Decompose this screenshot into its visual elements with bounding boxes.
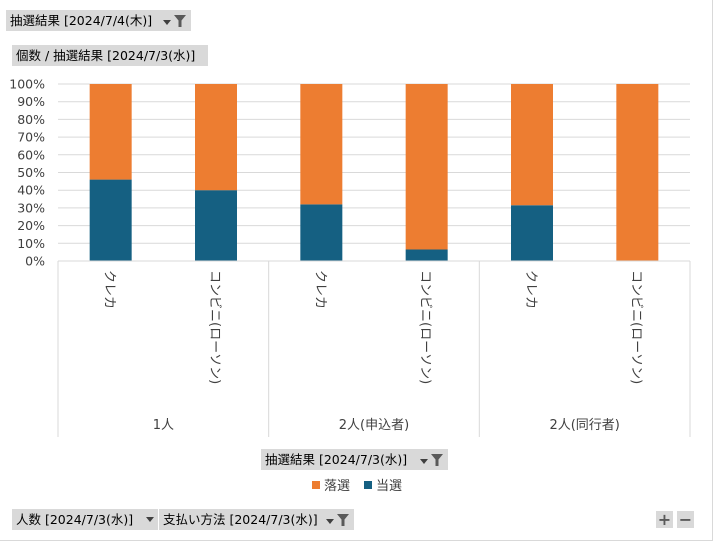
x-group-label: 2人(同行者) bbox=[549, 418, 619, 433]
legend-label-rakusen: 落選 bbox=[323, 479, 350, 494]
y-tick-label: 100% bbox=[9, 77, 45, 92]
y-tick-label: 0% bbox=[25, 254, 45, 269]
bar-segment-tousen-3[interactable] bbox=[405, 249, 448, 261]
y-tick-label: 90% bbox=[17, 94, 45, 109]
value-field-button[interactable]: 個数 / 抽選結果 [2024/7/3(水)] bbox=[12, 45, 208, 66]
chart-legend: 落選 当選 bbox=[0, 475, 714, 494]
report-filter-button[interactable]: 抽選結果 [2024/7/4(木)] bbox=[6, 10, 191, 31]
bar-segment-tousen-2[interactable] bbox=[300, 204, 343, 261]
x-group-label: 1人 bbox=[153, 418, 174, 433]
bar-segment-rakusen-0[interactable] bbox=[89, 84, 132, 180]
report-filter-label: 抽選結果 [2024/7/4(木)] bbox=[10, 13, 153, 28]
axis-field-label-people: 人数 [2024/7/3(水)] bbox=[16, 512, 134, 527]
axis-field-button-people[interactable]: 人数 [2024/7/3(水)] bbox=[12, 509, 158, 530]
chevron-down-icon bbox=[163, 20, 171, 25]
chevron-down-icon bbox=[326, 519, 334, 524]
x-category-label: クレカ bbox=[102, 270, 117, 309]
bar-segment-tousen-4[interactable] bbox=[511, 205, 553, 261]
legend-field-button[interactable]: 抽選結果 [2024/7/3(水)] bbox=[261, 449, 448, 470]
x-category-label: コンビニ(ローソン) bbox=[418, 270, 433, 384]
x-category-label: クレカ bbox=[523, 270, 538, 309]
y-tick-label: 40% bbox=[17, 183, 45, 198]
x-group-label: 2人(申込者) bbox=[339, 418, 409, 433]
axis-field-button-payment[interactable]: 支払い方法 [2024/7/3(水)] bbox=[159, 509, 354, 530]
legend-label-tousen: 当選 bbox=[376, 479, 403, 494]
value-field-label: 個数 / 抽選結果 [2024/7/3(水)] bbox=[16, 48, 196, 63]
bar-segment-rakusen-2[interactable] bbox=[300, 84, 343, 205]
legend-item-rakusen[interactable]: 落選 bbox=[311, 475, 350, 494]
bar-segment-rakusen-1[interactable] bbox=[195, 84, 237, 191]
bar-segment-rakusen-3[interactable] bbox=[405, 84, 448, 250]
chevron-down-icon bbox=[146, 517, 154, 522]
legend-field-label: 抽選結果 [2024/7/3(水)] bbox=[265, 452, 408, 467]
bar-segment-tousen-0[interactable] bbox=[89, 179, 132, 261]
legend-swatch-rakusen bbox=[311, 480, 320, 489]
y-tick-label: 20% bbox=[17, 218, 45, 233]
axis-field-label-payment: 支払い方法 [2024/7/3(水)] bbox=[163, 512, 318, 527]
legend-item-tousen[interactable]: 当選 bbox=[364, 475, 402, 494]
bar-segment-rakusen-4[interactable] bbox=[511, 84, 553, 206]
legend-swatch-tousen bbox=[364, 480, 372, 489]
x-category-label: クレカ bbox=[312, 270, 327, 309]
filter-funnel-icon bbox=[431, 453, 443, 466]
stacked-bar-chart: 0% 10% 20% 30% 40% 50% 60% 70% 80% 90% 100% クレカ コンビニ… bbox=[9, 77, 691, 437]
chevron-down-icon bbox=[420, 459, 428, 464]
collapse-field-button[interactable]: − bbox=[677, 510, 694, 529]
bar-segment-rakusen-5[interactable] bbox=[616, 84, 659, 261]
y-tick-label: 70% bbox=[17, 130, 45, 145]
bar-segment-tousen-1[interactable] bbox=[195, 190, 237, 261]
expand-field-button[interactable]: + bbox=[656, 510, 673, 529]
y-tick-label: 10% bbox=[17, 236, 45, 251]
y-tick-label: 80% bbox=[17, 112, 45, 127]
x-category-label: コンビニ(ローソン) bbox=[207, 270, 222, 384]
x-category-label: コンビニ(ローソン) bbox=[628, 270, 643, 384]
y-tick-label: 50% bbox=[17, 165, 45, 180]
y-tick-label: 30% bbox=[17, 200, 45, 215]
filter-funnel-icon bbox=[337, 513, 349, 526]
y-tick-label: 60% bbox=[17, 147, 45, 162]
filter-funnel-icon bbox=[174, 14, 186, 27]
